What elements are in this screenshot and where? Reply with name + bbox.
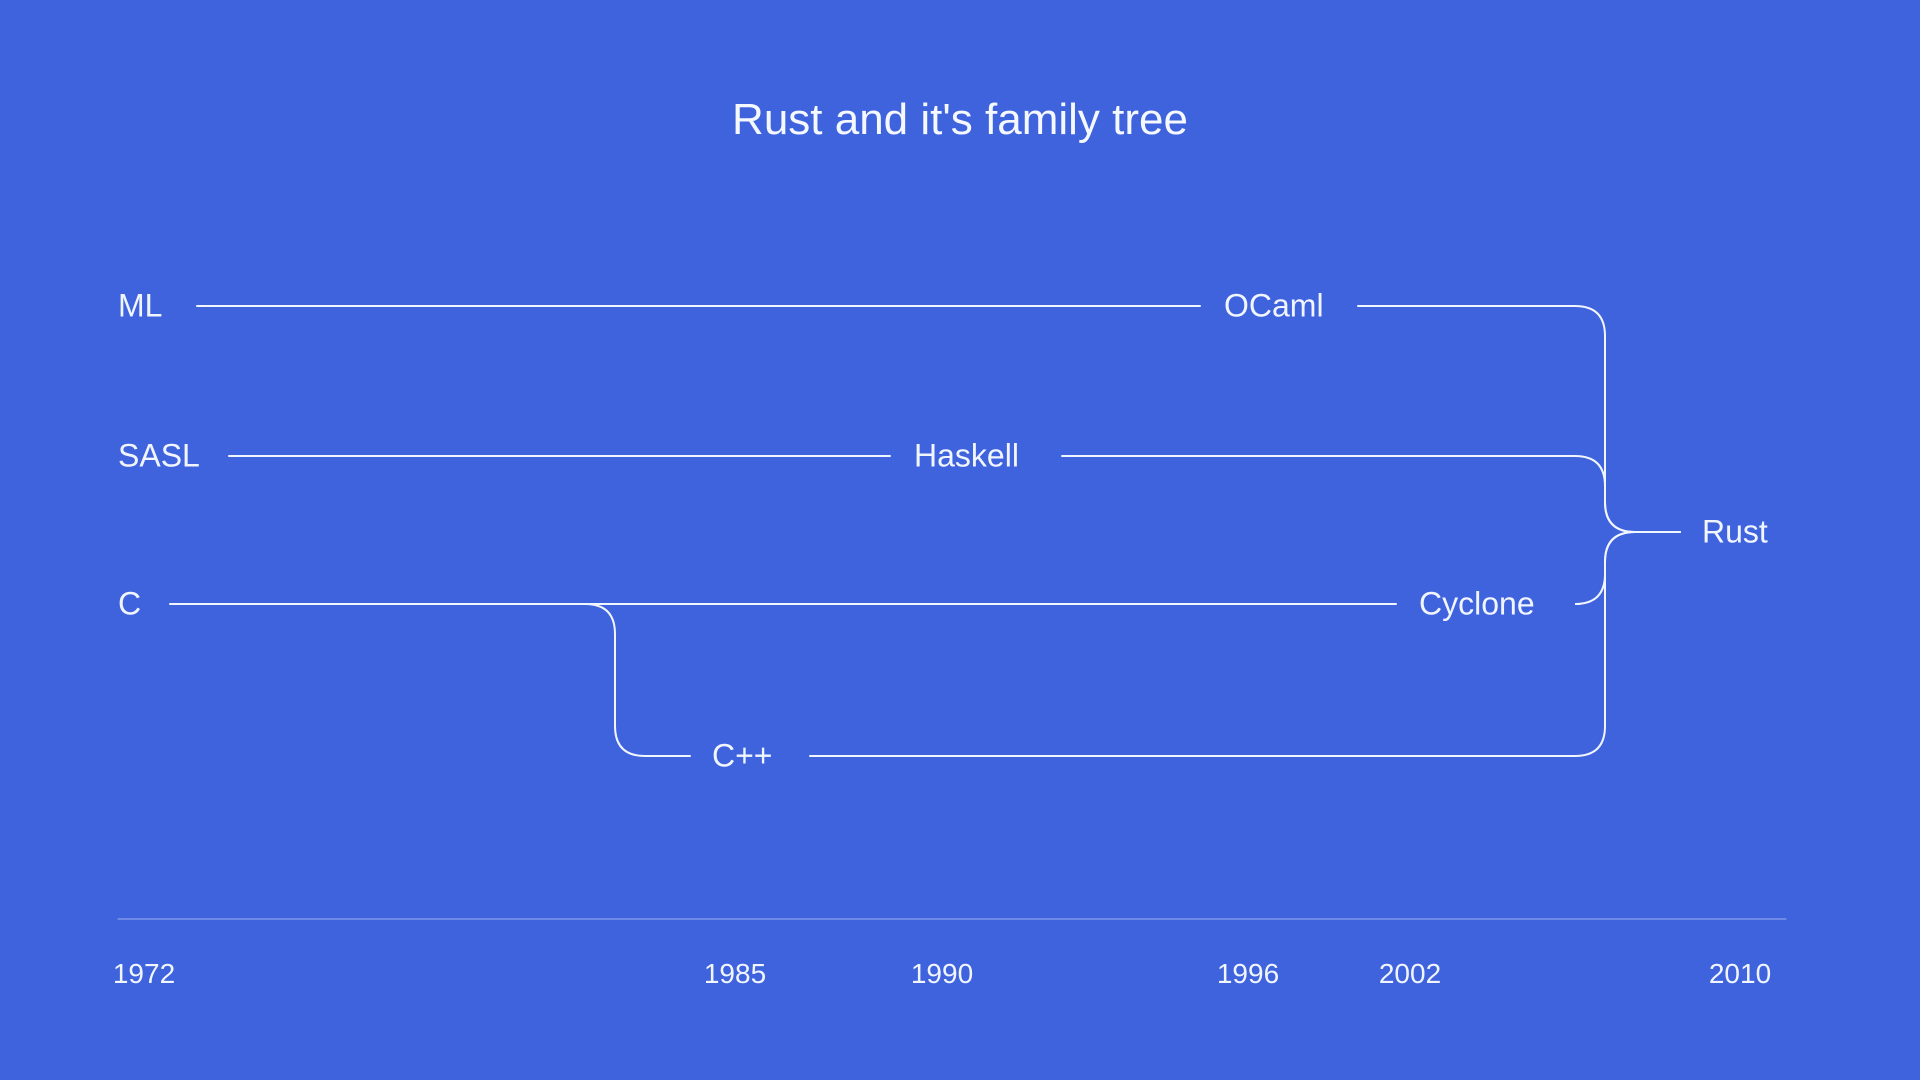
timeline-tick-0: 1972 <box>113 958 175 990</box>
timeline-tick-5: 2010 <box>1709 958 1771 990</box>
node-sasl: SASL <box>118 438 200 475</box>
timeline-tick-1: 1985 <box>704 958 766 990</box>
node-ml: ML <box>118 288 162 325</box>
diagram-canvas: Rust and it's family tree ML OCaml SASL … <box>0 0 1920 1080</box>
node-c: C <box>118 586 141 623</box>
node-haskell: Haskell <box>914 438 1019 475</box>
timeline-tick-4: 2002 <box>1379 958 1441 990</box>
timeline-tick-3: 1996 <box>1217 958 1279 990</box>
node-cpp: C++ <box>712 738 772 775</box>
timeline-tick-2: 1990 <box>911 958 973 990</box>
diagram-lines <box>0 0 1920 1080</box>
node-rust: Rust <box>1702 514 1768 551</box>
node-cyclone: Cyclone <box>1419 586 1535 623</box>
node-ocaml: OCaml <box>1224 288 1324 325</box>
